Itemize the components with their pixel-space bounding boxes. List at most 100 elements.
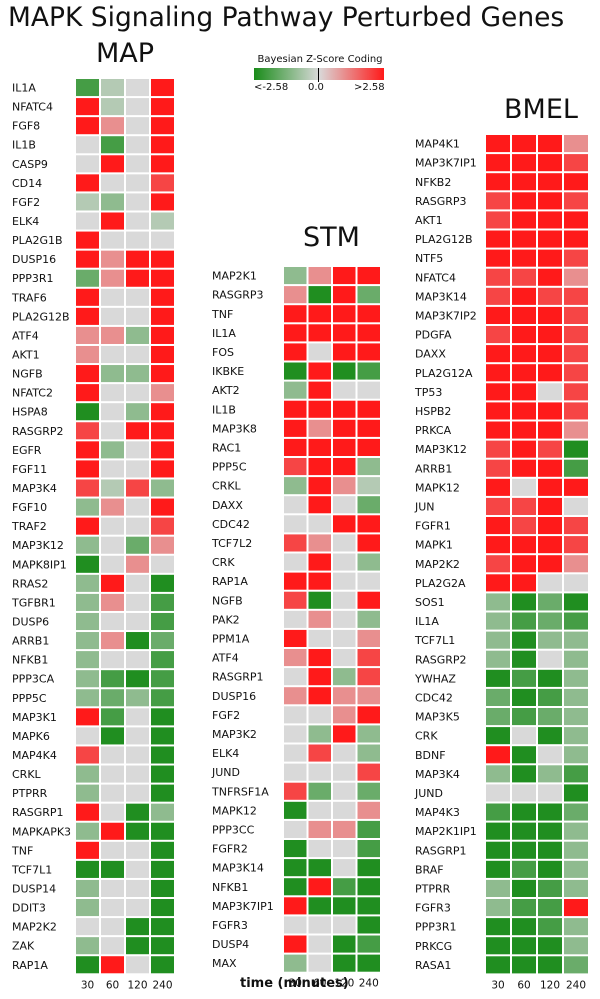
heatmap-cell — [357, 362, 380, 380]
heatmap-cell — [126, 651, 149, 669]
heatmap-cell — [333, 668, 356, 686]
x-axis-label: time (minutes) — [240, 976, 349, 991]
row-label: ZAK — [12, 940, 35, 953]
heatmap-cell — [538, 956, 562, 974]
heatmap-cell — [333, 725, 356, 743]
row-label: PPM1A — [212, 632, 250, 645]
heatmap-cell — [512, 345, 536, 363]
heatmap-cell — [564, 937, 588, 955]
heatmap-cell — [357, 954, 380, 972]
heatmap-cell — [126, 727, 149, 745]
color-legend: Bayesian Z-Score Coding <-2.58 0.0 >2.58 — [250, 54, 390, 94]
heatmap-cell — [486, 746, 510, 764]
heatmap-cell — [284, 362, 307, 380]
heatmap-cell — [357, 438, 380, 456]
heatmap-cell — [76, 384, 99, 402]
row-label: RASGRP1 — [212, 671, 264, 684]
heatmap-cell — [357, 649, 380, 667]
heatmap-cell — [101, 231, 124, 249]
heatmap-cell — [101, 212, 124, 230]
row-label: PAK2 — [212, 613, 240, 626]
heatmap-cell — [76, 784, 99, 802]
heatmap-cell — [512, 211, 536, 229]
row-label: NFATC4 — [415, 271, 456, 284]
heatmap-cell — [126, 899, 149, 917]
heatmap-cell — [512, 899, 536, 917]
heatmap-cell — [126, 79, 149, 97]
heatmap-cell — [101, 670, 124, 688]
row-label: PPP3CA — [12, 673, 55, 686]
heatmap-cell — [76, 727, 99, 745]
heatmap-cell — [333, 649, 356, 667]
row-label: PTPRR — [415, 882, 451, 895]
x-tick-label: 30 — [289, 978, 302, 990]
row-label: TGFBR1 — [11, 596, 56, 609]
heatmap-cell — [284, 916, 307, 934]
row-label: PPP3R1 — [12, 272, 54, 285]
row-label: TCF7L1 — [11, 863, 52, 876]
row-label: RAC1 — [212, 441, 241, 454]
heatmap-cell — [486, 154, 510, 172]
heatmap-cell — [538, 765, 562, 783]
heatmap-cell — [101, 269, 124, 287]
row-label: RASGRP3 — [212, 289, 264, 302]
heatmap-cell — [564, 173, 588, 191]
heatmap-cell — [101, 326, 124, 344]
heatmap-cell — [357, 668, 380, 686]
x-tick-label: 60 — [517, 979, 530, 991]
heatmap-cell — [538, 746, 562, 764]
row-label: RASGRP2 — [415, 653, 467, 666]
heatmap-cell — [333, 286, 356, 304]
heatmap-cell — [126, 307, 149, 325]
heatmap-cell — [126, 784, 149, 802]
heatmap-cell — [308, 324, 331, 342]
row-label: DAXX — [415, 348, 446, 361]
heatmap-cell — [564, 230, 588, 248]
heatmap-cell — [76, 498, 99, 516]
heatmap-cell — [486, 555, 510, 573]
heatmap-cell — [284, 400, 307, 418]
row-label: TRAF2 — [11, 520, 47, 533]
heatmap-cell — [308, 744, 331, 762]
heatmap-cell — [151, 536, 174, 554]
heatmap-cell — [333, 859, 356, 877]
heatmap-cell — [126, 632, 149, 650]
heatmap-cell — [284, 897, 307, 915]
heatmap-cell — [357, 591, 380, 609]
heatmap-cell — [486, 306, 510, 324]
heatmap-cell — [333, 572, 356, 590]
heatmap-cell — [486, 536, 510, 554]
row-label: MAP3K12 — [415, 443, 467, 456]
heatmap-cell — [564, 555, 588, 573]
heatmap-cell — [76, 288, 99, 306]
heatmap-cell — [512, 326, 536, 344]
heatmap-cell — [151, 555, 174, 573]
heatmap-cell — [308, 438, 331, 456]
heatmap-cell — [284, 419, 307, 437]
heatmap-cell — [101, 384, 124, 402]
heatmap-cell — [486, 650, 510, 668]
row-label: CDC42 — [212, 518, 250, 531]
row-label: MAP3K7IP1 — [415, 157, 477, 170]
heatmap-cell — [486, 268, 510, 286]
heatmap-cell — [333, 438, 356, 456]
heatmap-cell — [101, 250, 124, 268]
heatmap-cell — [126, 498, 149, 516]
row-label: JUND — [414, 787, 443, 800]
row-label: CRKL — [212, 480, 242, 493]
row-label: NGFB — [12, 368, 43, 381]
heatmap-cell — [512, 841, 536, 859]
row-label: FGFR2 — [212, 843, 248, 856]
heatmap-cell — [284, 782, 307, 800]
heatmap-stm: MAP2K1 RASGRP3 TNF IL1A FOS IKBKE AKT2 IL1B MAP3… — [211, 267, 380, 990]
heatmap-cell — [101, 174, 124, 192]
heatmap-cell — [284, 744, 307, 762]
x-tick-label: 60 — [106, 979, 119, 991]
heatmap-cell — [333, 591, 356, 609]
heatmap-cell — [512, 612, 536, 630]
row-label: FGFR3 — [212, 919, 248, 932]
heatmap-cell — [284, 381, 307, 399]
heatmap-cell — [101, 746, 124, 764]
row-label: MAP3K1 — [12, 711, 57, 724]
heatmap-cell — [76, 765, 99, 783]
